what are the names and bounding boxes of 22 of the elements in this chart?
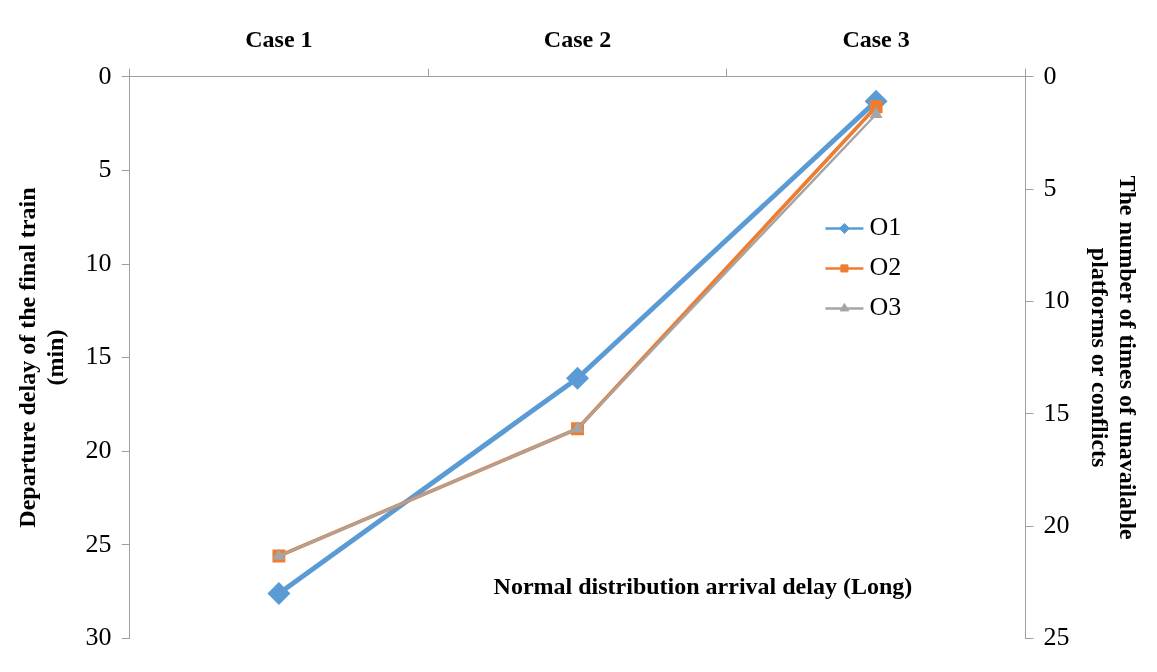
y2-axis-title: The number of times of unavailable platforms or conflicts xyxy=(1086,175,1142,541)
y-tick-label: 20 xyxy=(85,435,112,465)
y-tick-label: 5 xyxy=(98,154,112,184)
legend-label: O2 xyxy=(869,252,902,282)
y2-tick-label: 15 xyxy=(1043,397,1070,427)
y-tick-label: 10 xyxy=(85,247,112,277)
y2-tick-label: 0 xyxy=(1043,60,1057,90)
legend-label: O3 xyxy=(869,292,902,322)
y-tick-label: 0 xyxy=(98,60,112,90)
legend-label: O1 xyxy=(869,212,902,242)
x-tick-label: Case 1 xyxy=(245,25,313,52)
x-tick-label: Case 3 xyxy=(842,25,910,52)
y2-tick-label: 5 xyxy=(1043,172,1057,202)
y-tick-label: 25 xyxy=(85,528,112,558)
y2-tick-label: 20 xyxy=(1043,509,1070,539)
x-axis-title: Normal distribution arrival delay (Long) xyxy=(493,573,913,600)
x-tick-label: Case 2 xyxy=(543,25,612,52)
y-tick-label: 30 xyxy=(85,622,112,652)
y2-tick-label: 10 xyxy=(1043,285,1070,315)
y2-tick-label: 25 xyxy=(1043,622,1070,652)
y-axis-title: Departure delay of the final train (min) xyxy=(13,187,69,528)
y-tick-label: 15 xyxy=(85,341,112,371)
